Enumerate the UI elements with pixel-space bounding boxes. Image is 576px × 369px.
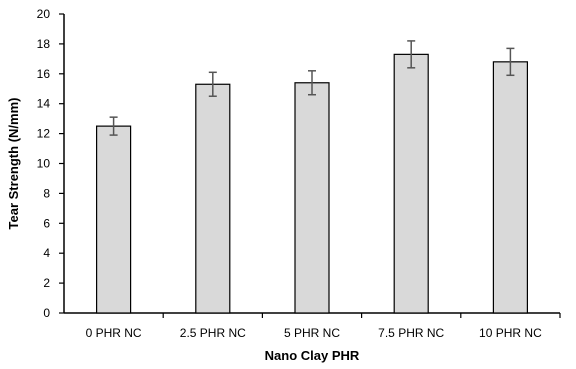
bar [393, 53, 429, 314]
x-tick-label: 5 PHR NC [284, 326, 340, 340]
y-axis-label: Tear Strength (N/mm) [6, 98, 21, 230]
x-axis-label: Nano Clay PHR [265, 348, 360, 363]
error-bar [506, 47, 515, 77]
y-ticks: 0 2 4 6 8 10 12 14 16 18 20 [37, 7, 64, 320]
x-tick-label: 2.5 PHR NC [180, 326, 246, 340]
y-tick-label: 10 [37, 157, 51, 171]
bar [95, 125, 132, 314]
bar [294, 82, 330, 314]
error-bar [308, 70, 316, 96]
y-tick-label: 18 [37, 37, 51, 51]
bar [195, 83, 231, 314]
y-tick-label: 12 [37, 127, 51, 141]
y-tick-label: 0 [43, 306, 50, 320]
bars [95, 40, 528, 314]
y-tick-label: 4 [43, 246, 50, 260]
y-tick-label: 6 [43, 216, 50, 230]
y-tick-label: 14 [37, 97, 51, 111]
error-bar [109, 116, 118, 136]
y-tick-label: 8 [43, 186, 50, 200]
x-tick-label: 7.5 PHR NC [378, 326, 444, 340]
bar [492, 61, 528, 314]
x-tick-label: 10 PHR NC [479, 326, 542, 340]
error-bar [407, 40, 416, 69]
x-ticks: 0 PHR NC 2.5 PHR NC 5 PHR NC 7.5 PHR NC 10 P… [86, 313, 561, 340]
error-bar [208, 71, 217, 97]
x-tick-label: 0 PHR NC [86, 326, 142, 340]
y-tick-label: 2 [43, 276, 50, 290]
y-tick-label: 20 [37, 7, 51, 21]
y-tick-label: 16 [37, 67, 51, 81]
